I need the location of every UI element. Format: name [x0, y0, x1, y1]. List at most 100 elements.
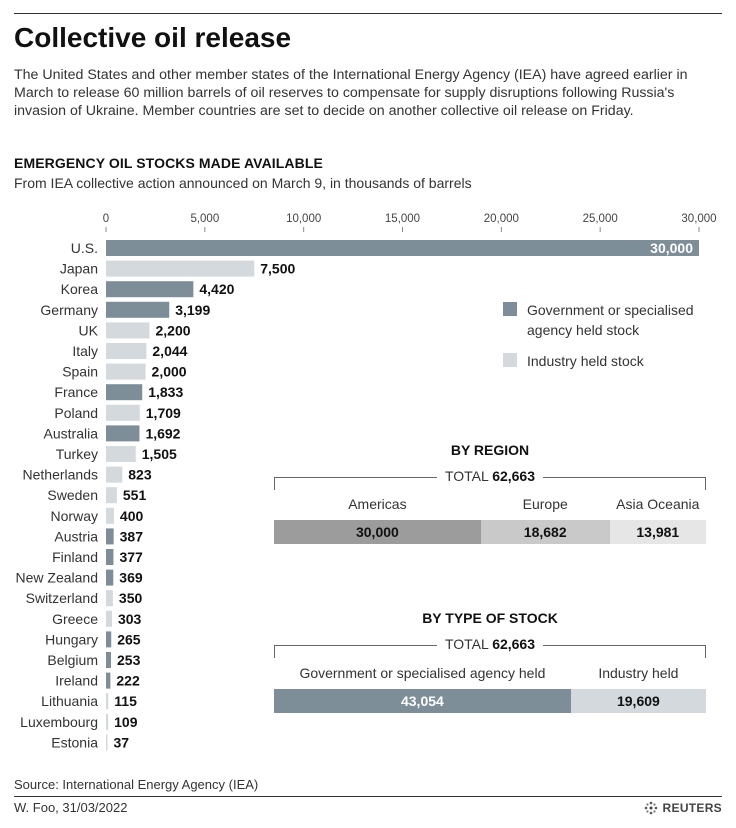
reuters-logo-icon [644, 801, 657, 815]
value-label: 350 [119, 590, 143, 606]
x-tick-label: 5,000 [190, 213, 219, 225]
value-label: 400 [120, 508, 144, 524]
stack-segment-label: Government or specialised agency held [299, 665, 546, 681]
bar [106, 631, 112, 648]
value-label: 369 [119, 570, 143, 586]
bar [106, 569, 114, 586]
value-label: 265 [117, 631, 141, 647]
value-label: 3,199 [175, 302, 210, 318]
category-label: Germany [40, 302, 98, 318]
brand-logo: REUTERS [643, 800, 722, 816]
bar [106, 446, 136, 462]
value-label: 823 [128, 467, 152, 483]
type-stacked-bar: 43,054 19,609 [274, 689, 706, 713]
bar [106, 384, 143, 401]
bar [106, 260, 255, 277]
category-label: UK [79, 322, 99, 338]
stack-segment-label: Americas [348, 496, 407, 512]
value-label: 1,709 [146, 405, 181, 421]
bar [106, 528, 114, 545]
category-label: Australia [44, 425, 99, 441]
x-tick-label: 10,000 [286, 213, 321, 225]
x-tick-label: 20,000 [484, 213, 519, 225]
value-label: 1,505 [142, 446, 177, 462]
type-total-value: 62,663 [492, 636, 536, 652]
chart-title: EMERGENCY OIL STOCKS MADE AVAILABLE [14, 155, 323, 171]
bottom-rule [14, 796, 722, 797]
category-label: Luxembourg [20, 714, 98, 730]
bar [106, 507, 114, 524]
value-label: 222 [116, 673, 140, 689]
region-title: BY REGION [450, 442, 530, 458]
category-label: Austria [54, 528, 98, 544]
value-label: 115 [114, 693, 137, 709]
value-label: 2,000 [152, 364, 187, 380]
category-label: Ireland [55, 673, 98, 689]
value-label: 37 [114, 734, 130, 750]
legend-industry-label: Industry held stock [527, 353, 644, 369]
value-label: 4,420 [199, 281, 234, 297]
category-label: Turkey [56, 446, 98, 462]
legend-industry-swatch [503, 353, 517, 367]
type-total-label: TOTAL [444, 636, 489, 652]
source-note: Source: International Energy Agency (IEA… [14, 777, 259, 792]
stack-segment: 43,054 [274, 689, 571, 713]
value-label: 2,200 [155, 322, 190, 338]
stack-segment-label: Asia Oceania [616, 496, 700, 512]
top-rule [14, 13, 722, 14]
category-label: Netherlands [23, 467, 99, 483]
x-tick-label: 15,000 [385, 213, 420, 225]
category-label: Greece [52, 611, 98, 627]
bar [106, 713, 109, 730]
bar [106, 322, 150, 339]
bar [106, 404, 140, 421]
category-label: Belgium [47, 652, 98, 668]
bar [106, 590, 113, 607]
bar [106, 301, 170, 318]
byline: W. Foo, 31/03/2022 [14, 800, 128, 815]
value-label: 2,044 [152, 343, 187, 359]
value-label: 551 [123, 487, 147, 503]
region-total-label: TOTAL [444, 468, 489, 484]
intro-text: The United States and other member state… [14, 67, 688, 119]
category-label: Finland [52, 549, 98, 565]
value-label: 377 [119, 549, 143, 565]
category-label: U.S. [71, 240, 98, 256]
type-title: BY TYPE OF STOCK [422, 610, 558, 626]
value-label: 109 [114, 714, 138, 730]
category-label: France [54, 384, 98, 400]
bar [106, 425, 140, 442]
stack-segment-label: Industry held [598, 665, 679, 681]
value-label: 1,833 [148, 384, 183, 400]
value-label: 30,000 [650, 240, 693, 256]
value-label: 1,692 [145, 425, 180, 441]
brand-name: REUTERS [662, 801, 722, 815]
value-label: 387 [120, 528, 144, 544]
type-total: TOTAL 62,663 [274, 636, 706, 652]
bar [106, 652, 112, 668]
bar [106, 672, 111, 689]
category-label: Japan [60, 261, 98, 277]
category-label: Switzerland [26, 590, 98, 606]
chart-subtitle: From IEA collective action announced on … [14, 175, 472, 191]
category-label: Hungary [45, 631, 98, 647]
bar [106, 734, 108, 751]
value-label: 303 [118, 611, 142, 627]
x-tick-label: 0 [103, 213, 109, 225]
stack-segment: 19,609 [570, 689, 706, 713]
value-label: 7,500 [260, 261, 295, 277]
bar [106, 343, 147, 359]
bar [106, 240, 699, 256]
x-tick-label: 25,000 [583, 213, 618, 225]
bar [106, 363, 146, 380]
bar [106, 466, 123, 483]
stack-segment: 18,682 [480, 520, 610, 544]
legend-government-swatch [503, 302, 517, 316]
region-stacked-bar: 30,000 18,682 13,981 [274, 520, 706, 544]
legend-government-label: Government or specialised agency held st… [527, 302, 694, 338]
bar [106, 281, 194, 298]
category-label: Korea [61, 281, 99, 297]
bar [106, 610, 112, 627]
category-label: Italy [72, 343, 98, 359]
stack-segment: 30,000 [274, 520, 481, 544]
